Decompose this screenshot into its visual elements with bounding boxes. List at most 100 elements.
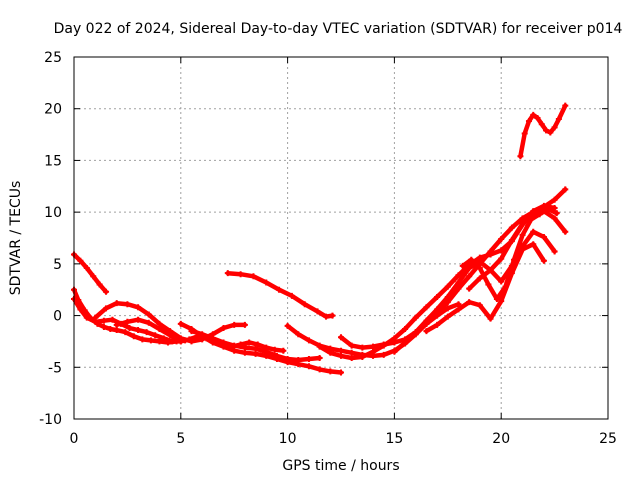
data-point (466, 299, 473, 306)
data-point (485, 281, 492, 288)
data-point (508, 237, 515, 244)
data-point (530, 241, 537, 248)
data-point (444, 305, 451, 312)
y-tick-label: 5 (53, 257, 62, 273)
y-tick-label: 10 (44, 205, 62, 221)
data-point (107, 326, 114, 333)
data-point (224, 270, 231, 277)
data-point (100, 317, 107, 324)
data-point (412, 329, 419, 336)
data-point (209, 335, 216, 342)
data-point (562, 228, 569, 235)
data-point (498, 278, 505, 285)
data-point (77, 306, 84, 313)
data-point (359, 353, 366, 360)
data-point (348, 342, 355, 349)
data-point (338, 352, 344, 359)
data-point (525, 118, 532, 125)
data-point (109, 316, 116, 323)
data-point (96, 281, 103, 288)
data-point (423, 317, 430, 324)
data-point (528, 216, 535, 223)
series-arc-8 (225, 270, 335, 319)
data-point (444, 293, 451, 300)
data-point (530, 208, 537, 215)
data-point (476, 258, 483, 265)
data-point (348, 354, 355, 361)
data-point (316, 354, 323, 361)
data-point (551, 196, 558, 203)
data-point (547, 129, 554, 136)
data-point (113, 300, 120, 307)
data-point (241, 344, 248, 351)
x-tick-label: 10 (279, 431, 297, 447)
data-point (124, 318, 131, 325)
data-point (316, 343, 323, 350)
data-point (434, 321, 441, 328)
data-point (83, 314, 90, 321)
data-point (455, 279, 462, 286)
data-point (444, 283, 451, 290)
data-point (498, 298, 505, 305)
data-point (169, 338, 176, 345)
data-point (271, 346, 278, 353)
data-point (246, 339, 253, 346)
data-point (220, 339, 227, 346)
data-point (380, 351, 387, 358)
data-point (551, 124, 558, 131)
data-point (534, 115, 541, 122)
data-point (508, 224, 515, 231)
data-point (241, 349, 248, 356)
data-point (511, 256, 518, 263)
y-tick-label: -5 (48, 360, 62, 376)
data-point (338, 334, 344, 341)
data-point (305, 337, 312, 344)
data-point (254, 341, 261, 348)
data-point (538, 121, 545, 128)
y-tick-label: 0 (53, 309, 62, 325)
data-point (540, 233, 547, 240)
data-point (135, 327, 142, 334)
data-point (498, 255, 505, 262)
data-point (147, 337, 154, 344)
data-point (284, 356, 291, 363)
data-point (519, 215, 526, 222)
data-point (476, 264, 483, 271)
data-point (519, 246, 526, 253)
data-point (466, 264, 473, 271)
data-point (100, 323, 107, 330)
data-point (487, 267, 494, 274)
data-point (455, 272, 462, 279)
data-point (476, 275, 483, 282)
data-point (327, 349, 334, 356)
data-point (284, 322, 291, 329)
data-point (502, 283, 509, 290)
data-point (434, 306, 441, 313)
y-axis-label: SDTVAR / TECUs (8, 181, 24, 296)
data-point (517, 153, 524, 160)
data-point (466, 273, 473, 280)
data-point (231, 321, 238, 328)
data-point (468, 256, 475, 263)
data-point (273, 352, 280, 359)
data-point (167, 332, 174, 339)
data-point (359, 344, 366, 351)
data-point (551, 248, 558, 255)
data-point (562, 186, 569, 193)
data-point (327, 368, 334, 375)
data-point (252, 345, 259, 352)
data-point (250, 273, 257, 280)
chart-title: Day 022 of 2024, Sidereal Day-to-day VTE… (54, 21, 623, 37)
data-point (305, 363, 312, 370)
data-point (455, 301, 462, 308)
series-arc-11 (338, 301, 461, 350)
data-point (493, 296, 500, 303)
series-arc-6 (178, 321, 344, 375)
data-point (160, 335, 167, 342)
data-point (434, 312, 441, 319)
data-point (545, 206, 552, 213)
data-point (83, 264, 90, 271)
data-point (348, 349, 355, 356)
